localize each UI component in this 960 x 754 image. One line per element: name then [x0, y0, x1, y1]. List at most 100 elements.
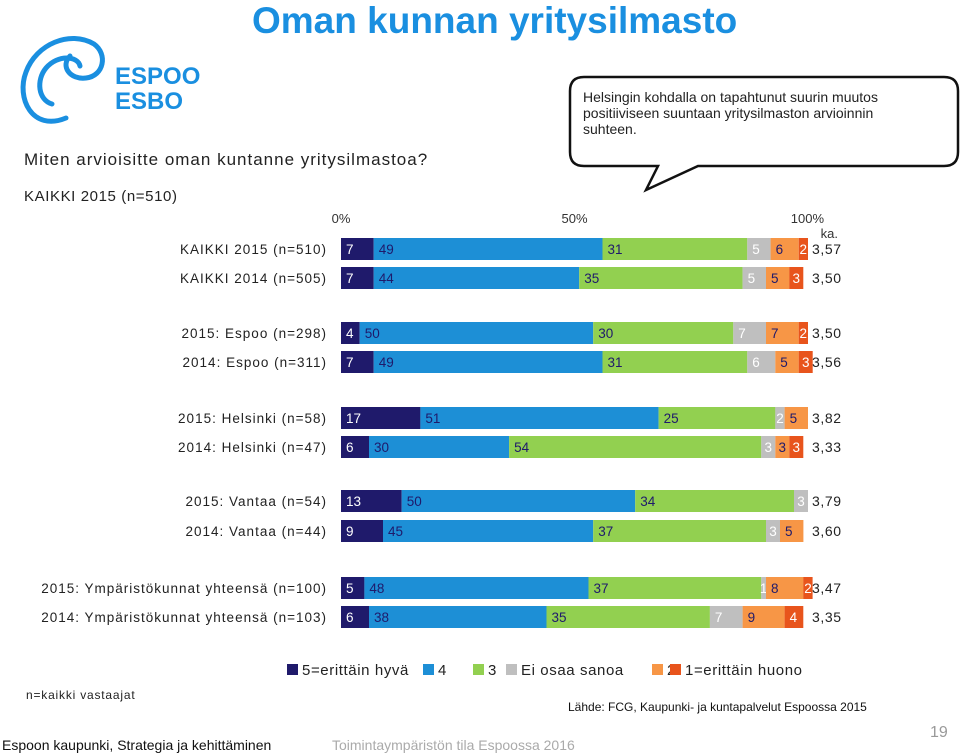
segment-value-label: 6 [776, 242, 784, 257]
group-label: KAIKKI 2015 (n=510) [24, 188, 178, 205]
bar-segment-c2 [766, 577, 804, 599]
bar-segment-eos [794, 490, 808, 512]
bar-segment-c2 [780, 520, 804, 542]
bar-segment-c3 [602, 351, 748, 373]
bar-segment-c3 [658, 407, 776, 429]
segment-value-label: 2 [776, 411, 784, 426]
average-header: ka. [821, 226, 838, 241]
bar-segment-c3 [588, 577, 762, 599]
segment-value-label: 49 [379, 242, 394, 257]
segment-value-label: 7 [346, 242, 354, 257]
average-value: 3,35 [812, 609, 842, 625]
segment-value-label: 9 [346, 524, 354, 539]
bar-segment-c3 [593, 322, 734, 344]
average-value: 3,50 [812, 325, 842, 341]
legend-label: 3 [488, 662, 497, 679]
x-tick-label: 0% [332, 211, 351, 226]
segment-value-label: 5 [346, 581, 354, 596]
average-value: 3,82 [812, 410, 842, 426]
bar-row: KAIKKI 2015 (n=510) 7 49 31 5 6 2 3,57 [180, 238, 841, 260]
bar-segment-c3 [593, 520, 766, 542]
segment-value-label: 25 [664, 411, 679, 426]
segment-value-label: 50 [407, 494, 422, 509]
bar-row: 2015: Ympäristökunnat yhteensä (n=100) 5 4… [41, 577, 841, 599]
segment-value-label: 9 [748, 610, 756, 625]
bar-segment-c5 [341, 490, 402, 512]
segment-value-label: 35 [552, 610, 567, 625]
legend-swatch [287, 664, 298, 675]
bar-row: 2015: Espoo (n=298) 4 50 30 7 7 2 3,50 [182, 322, 842, 344]
bar-segment-c3 [635, 490, 794, 512]
bar-segment-c2 [775, 351, 799, 373]
segment-value-label: 31 [608, 242, 623, 257]
bar-segment-eos [747, 238, 771, 260]
bar-row: 2014: Espoo (n=311) 7 49 31 6 5 3 3,56 [183, 351, 842, 373]
bar-segment-c1 [798, 322, 808, 344]
segment-value-label: 49 [379, 355, 394, 370]
bar-segment-c3 [509, 436, 762, 458]
segment-value-label: 3 [793, 440, 801, 455]
segment-value-label: 54 [514, 440, 530, 455]
legend-swatch [670, 664, 681, 675]
row-label: 2014: Espoo (n=311) [183, 355, 327, 370]
row-label: 2014: Ympäristökunnat yhteensä (n=103) [41, 610, 327, 625]
bar-segment-c4 [373, 238, 603, 260]
row-label: 2015: Helsinki (n=58) [178, 411, 327, 426]
average-value: 3,47 [812, 580, 842, 596]
segment-value-label: 8 [771, 581, 779, 596]
bar-segment-c5 [341, 606, 369, 628]
segment-value-label: 2 [800, 242, 808, 257]
bar-row: KAIKKI 2014 (n=505) 7 44 35 5 5 3 3,50 [180, 267, 842, 289]
bar-row: 2014: Vantaa (n=44) 9 45 37 3 5 3,60 [186, 520, 841, 542]
bar-segment-c5 [341, 267, 374, 289]
bar-segment-c5 [341, 436, 369, 458]
x-axis: 0% 50% 100%ka. [332, 211, 838, 241]
segment-value-label: 6 [346, 440, 354, 455]
bar-segment-c4 [369, 436, 510, 458]
bar-segment-c4 [383, 520, 594, 542]
page-number: 19 [930, 724, 948, 741]
average-value: 3,56 [812, 354, 842, 370]
segment-value-label: 7 [346, 355, 354, 370]
segment-value-label: 6 [752, 355, 760, 370]
bar-segment-c5 [341, 322, 360, 344]
segment-value-label: 34 [640, 494, 656, 509]
bar-segment-eos [775, 407, 785, 429]
segment-value-label: 7 [346, 271, 354, 286]
segment-value-label: 3 [769, 524, 777, 539]
legend-item: Ei osaa sanoa [506, 662, 623, 679]
bar-segment-eos [733, 322, 766, 344]
segment-value-label: 5 [785, 524, 793, 539]
segment-value-label: 5 [790, 411, 798, 426]
chart-question: Miten arvioisitte oman kuntanne yritysil… [24, 150, 429, 169]
average-value: 3,50 [812, 270, 842, 286]
segment-value-label: 1 [760, 581, 768, 596]
respondent-note: n=kaikki vastaajat [26, 688, 136, 702]
average-value: 3,79 [812, 493, 842, 509]
bar-segment-c5 [341, 407, 421, 429]
bar-segment-c3 [602, 238, 748, 260]
row-label: KAIKKI 2014 (n=505) [180, 271, 327, 286]
segment-value-label: 48 [369, 581, 384, 596]
bar-segment-eos [747, 351, 776, 373]
bar-row: 2015: Vantaa (n=54) 13 50 34 3 3,79 [186, 490, 842, 512]
legend-item: 4 [423, 662, 447, 679]
row-label: KAIKKI 2015 (n=510) [180, 242, 327, 257]
logo-swirl-outer [20, 36, 105, 124]
espoo-logo: ESPOO ESBO [20, 36, 200, 124]
logo-swirl-inner [37, 55, 83, 107]
bar-segment-c4 [369, 606, 547, 628]
bar-segment-c4 [364, 577, 589, 599]
segment-value-label: 50 [365, 326, 380, 341]
segment-value-label: 7 [715, 610, 723, 625]
logo-text-line1: ESPOO [115, 63, 200, 90]
legend-label: 4 [438, 662, 447, 679]
segment-value-label: 37 [598, 524, 613, 539]
bar-segment-c4 [373, 267, 580, 289]
bar-segment-c4 [420, 407, 659, 429]
row-label: 2014: Helsinki (n=47) [178, 440, 327, 455]
